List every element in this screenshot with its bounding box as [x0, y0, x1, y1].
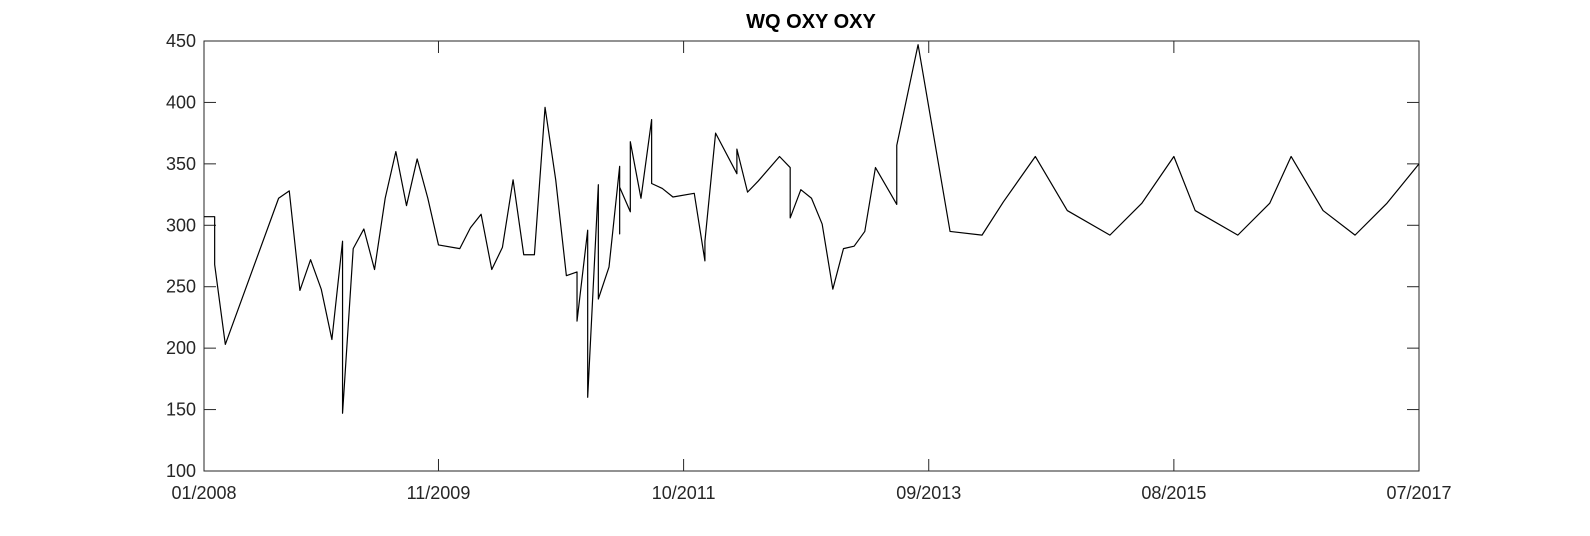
y-tick-label: 200 — [166, 338, 196, 358]
chart-title: WQ OXY OXY — [746, 11, 876, 33]
y-tick-label: 150 — [166, 400, 196, 420]
y-tick-label: 100 — [166, 461, 196, 481]
y-tick-label: 300 — [166, 215, 196, 235]
y-tick-label: 400 — [166, 92, 196, 112]
y-tick-label: 250 — [166, 277, 196, 297]
x-tick-label: 08/2015 — [1141, 483, 1206, 503]
x-tick-label: 10/2011 — [652, 483, 716, 503]
data-line — [204, 44, 1420, 414]
x-tick-label: 09/2013 — [896, 483, 961, 503]
y-tick-label: 450 — [166, 31, 196, 51]
plot-frame — [203, 40, 1420, 472]
y-tick-label: 350 — [166, 154, 196, 174]
x-tick-label: 01/2008 — [171, 483, 236, 503]
x-tick-label: 11/2009 — [407, 483, 471, 503]
x-tick-label: 07/2017 — [1386, 483, 1451, 503]
